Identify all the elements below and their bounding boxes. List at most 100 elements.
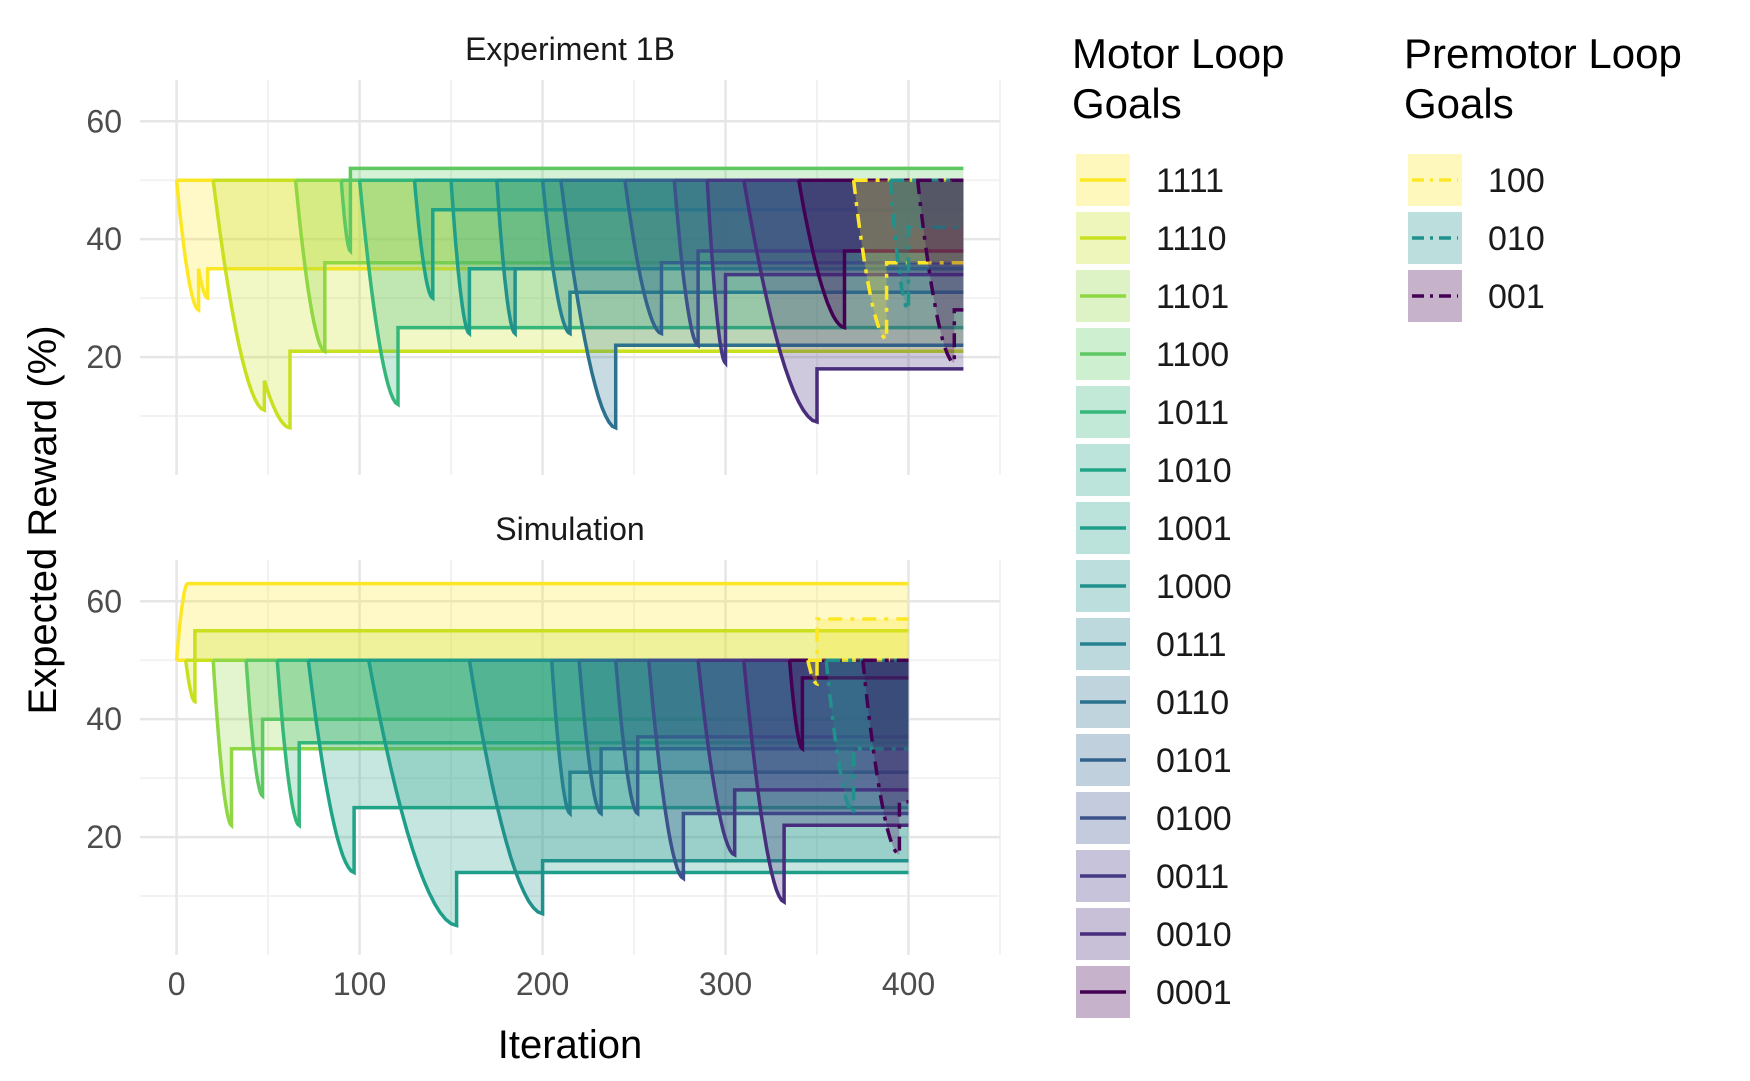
motor-ribbon [341,168,964,251]
premotor-ribbon [807,618,909,684]
premotor-curve [851,179,964,343]
motor-ribbon [308,660,909,873]
panel-experiment: Experiment 1B 20 40 60 [86,31,1001,475]
legend-row-001: 001 [1408,270,1545,322]
legend-label: 0100 [1156,800,1232,838]
motor-curve [495,180,964,338]
x-axis-title: Iteration [498,1023,643,1067]
motor-ribbon [213,180,964,428]
legend-label: 1111 [1156,162,1224,200]
x-tick-label: 200 [516,966,569,1002]
y-axis-title: Expected Reward (%) [21,325,65,714]
motor-ribbon [277,660,909,826]
motor-ribbon [707,180,964,363]
legend-label: 100 [1488,162,1545,200]
legend-row-0011: 0011 [1076,850,1229,902]
motor-curve [339,166,964,256]
premotor-curve [888,180,964,314]
legend-label: 1000 [1156,568,1232,606]
y-tick-label: 60 [86,583,122,619]
motor-curve [796,179,964,331]
motor-ribbon [451,180,964,334]
y-tick-label: 40 [86,701,122,737]
motor-curve [211,660,909,830]
panel-title: Experiment 1B [465,31,675,67]
motor-legend: Motor Loop Goals 1111 1110 1101 1100 1011 101… [1072,30,1284,1018]
premotor-legend-title-line1: Premotor Loop [1404,30,1682,77]
panel-title: Simulation [495,511,644,547]
motor-curve [174,581,909,661]
legend-row-100: 100 [1408,154,1545,206]
premotor-legend-items: 100 010 001 [1408,154,1545,322]
motor-legend-title-line2: Goals [1072,80,1182,127]
motor-ribbon [469,660,909,914]
legend-row-1111: 1111 [1076,154,1224,206]
x-tick-label: 300 [699,966,752,1002]
legend-label: 1100 [1156,336,1229,374]
motor-curve [696,660,909,858]
motor-curve [366,659,909,928]
motor-ribbon [674,180,964,346]
legend-row-1101: 1101 [1076,270,1229,322]
motor-curve [705,180,964,368]
motor-curve [174,180,964,314]
motor-curve [540,180,964,337]
legend-label: 0110 [1156,684,1229,722]
motor-ribbon [496,180,964,334]
legend-row-0101: 0101 [1076,734,1232,786]
motor-curve [306,659,909,876]
premotor-curve [915,180,964,366]
motor-ribbon [743,180,964,422]
motor-ribbon [185,630,909,702]
legend-row-0110: 0110 [1076,676,1229,728]
legend-label: 1001 [1156,510,1232,548]
premotor-ribbon [890,180,964,310]
premotor-series-001 [861,658,909,858]
legend-label: 1110 [1156,220,1227,258]
premotor-curve [824,660,909,817]
premotor-legend-title-line2: Goals [1404,80,1514,127]
motor-ribbon [698,660,909,855]
legend-row-010: 010 [1408,212,1545,264]
motor-curve [412,180,964,302]
legend-label: 1011 [1156,394,1229,432]
motor-legend-items: 1111 1110 1101 1100 1011 1010 1001 1000 0111 0110… [1076,154,1232,1018]
motor-curve [623,179,964,337]
motor-ribbon [246,660,909,796]
legend-label: 0011 [1156,858,1229,896]
legend-row-1011: 1011 [1076,386,1229,438]
motor-curve [672,180,964,349]
premotor-series-100 [806,617,909,687]
y-tick-label: 40 [86,221,122,257]
legend-label: 001 [1488,278,1545,316]
legend-label: 1010 [1156,452,1232,490]
legend-row-1100: 1100 [1076,328,1229,380]
x-tick-label: 100 [333,966,386,1002]
legend-label: 1101 [1156,278,1229,316]
legend-row-0010: 0010 [1076,908,1232,960]
motor-curve [357,180,964,408]
y-tick-label: 20 [86,819,122,855]
motor-legend-title-line1: Motor Loop [1072,30,1284,77]
y-tick-label: 20 [86,339,122,375]
motor-curve [613,660,909,817]
motor-curve [293,180,964,355]
legend-row-0111: 0111 [1076,618,1227,670]
legend-row-1010: 1010 [1076,444,1232,496]
premotor-ribbon [917,180,964,363]
legend-row-1110: 1110 [1076,212,1227,264]
motor-curve [559,179,964,431]
motor-curve [742,179,964,425]
y-tick-label: 60 [86,103,122,139]
premotor-series-001 [915,178,964,366]
legend-label: 0111 [1156,626,1227,664]
motor-curve [787,660,909,753]
motor-curve [211,179,964,430]
motor-curve [449,180,964,338]
x-tick-label: 400 [882,966,935,1002]
motor-curve [577,660,909,817]
motor-curve [183,628,909,705]
x-tick-label: 0 [168,966,186,1002]
premotor-legend: Premotor Loop Goals 100 010 001 [1404,30,1682,322]
